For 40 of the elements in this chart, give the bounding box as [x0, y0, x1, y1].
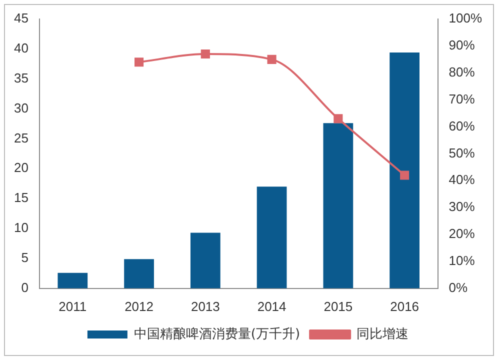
x-tick-label: 2014: [257, 298, 286, 314]
legend-label: 中国精酿啤酒消费量(万千升): [134, 326, 300, 342]
bar: [124, 259, 154, 288]
y2-tick-label: 50%: [448, 145, 476, 160]
y-tick-label: 20: [14, 160, 28, 176]
bar: [256, 186, 287, 288]
bar: [190, 232, 220, 288]
point: [400, 170, 410, 180]
y2-tick-label: 10%: [448, 253, 476, 268]
y2-tick-label: 80%: [448, 64, 476, 80]
y-tick-label: 10: [14, 220, 28, 236]
x-tick-label: 2012: [124, 298, 154, 314]
bar: [58, 272, 88, 288]
y-tick-label: 5: [21, 250, 28, 266]
y-tick-label: 30: [14, 100, 28, 116]
y2-tick-label: 60%: [448, 118, 476, 134]
bar: [390, 52, 420, 288]
point: [200, 49, 210, 59]
y2-tick-label: 0%: [448, 280, 468, 295]
y2-tick-label: 30%: [448, 199, 476, 214]
point: [267, 54, 276, 64]
y-tick-label: 45: [14, 10, 28, 26]
legend-label: 同比增速: [356, 326, 409, 342]
y2-tick-label: 20%: [448, 226, 476, 242]
point: [134, 58, 144, 67]
x-tick-label: 2016: [390, 298, 420, 314]
bar: [323, 123, 354, 288]
x-tick-label: 2015: [324, 298, 353, 314]
y2-tick-label: 40%: [448, 172, 476, 188]
y-tick-label: 40: [14, 40, 28, 56]
y-tick-label: 25: [14, 130, 28, 146]
y2-tick-label: 70%: [448, 91, 476, 106]
x-tick-label: 2013: [190, 298, 220, 314]
y-tick-label: 15: [14, 190, 28, 206]
y-tick-label: 0: [21, 280, 28, 295]
y2-tick-label: 90%: [448, 38, 476, 53]
x-tick-label: 2011: [58, 298, 87, 314]
y2-tick-label: 100%: [448, 10, 482, 26]
point: [334, 114, 343, 124]
y-tick-label: 35: [14, 70, 28, 86]
